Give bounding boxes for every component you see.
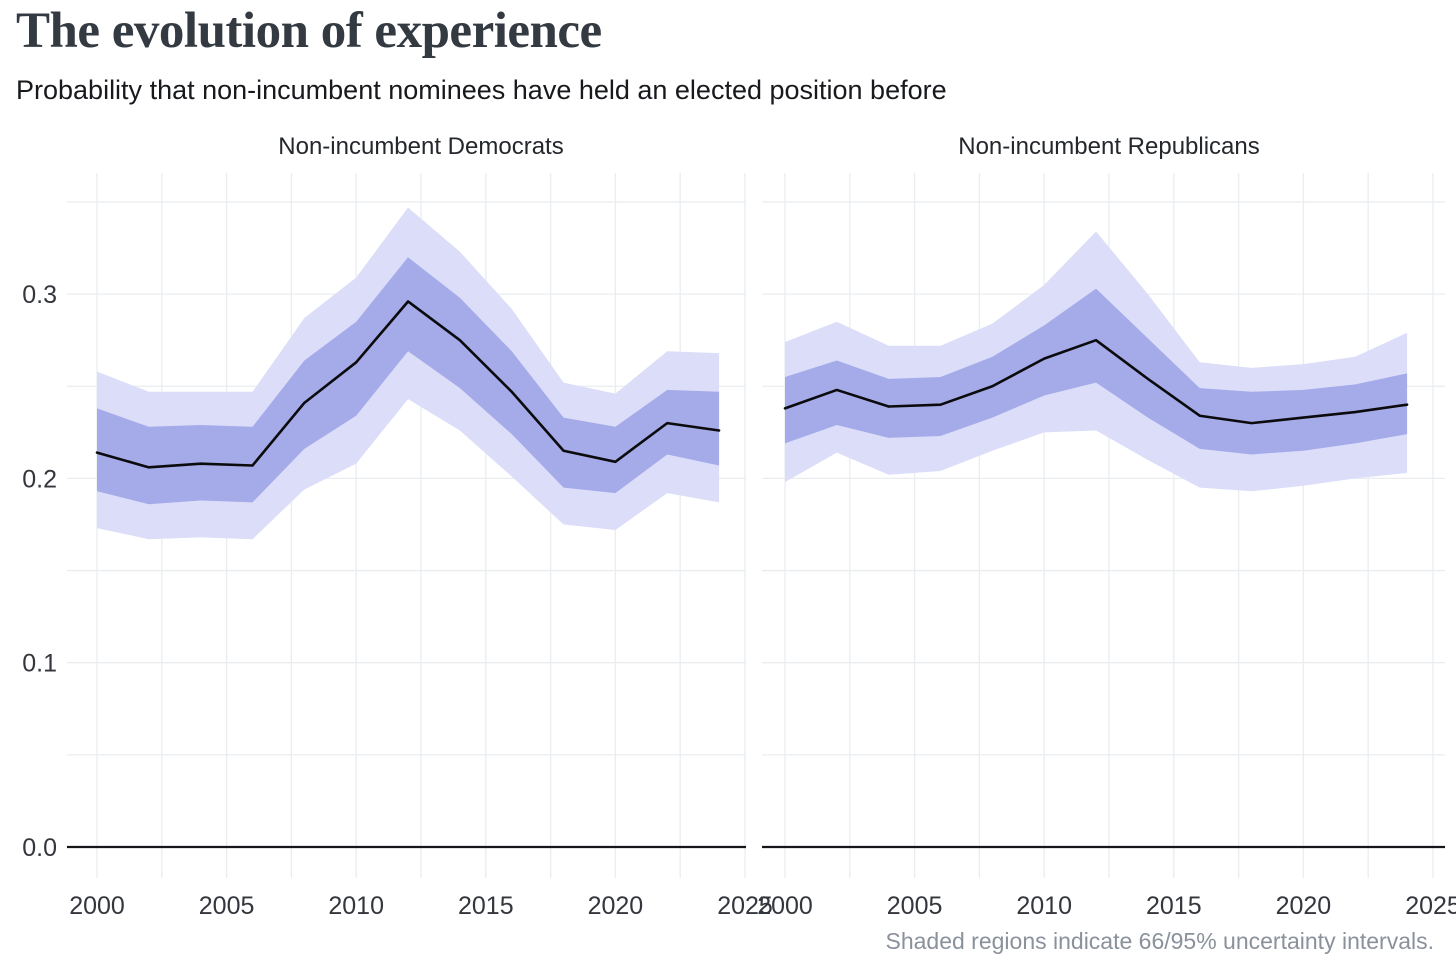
x-tick-label-democrats: 2010 (328, 892, 384, 920)
chart-title: The evolution of experience (16, 3, 602, 59)
x-tick-label-republicans: 2020 (1276, 892, 1332, 920)
x-tick-label-democrats: 2005 (199, 892, 255, 920)
trend-line-republicans (783, 338, 1409, 425)
x-tick-label-democrats: 2015 (458, 892, 514, 920)
x-tick-label-democrats: 2000 (69, 892, 125, 920)
y-tick-label: 0.3 (22, 281, 57, 309)
trend-line-democrats (95, 300, 721, 469)
y-tick-label: 0.0 (22, 834, 57, 862)
x-tick-label-democrats: 2020 (588, 892, 644, 920)
chart-footnote: Shaded regions indicate 66/95% uncertain… (885, 928, 1434, 954)
panel-title-democrats: Non-incumbent Democrats (278, 133, 564, 160)
panel-title-republicans: Non-incumbent Republicans (958, 133, 1260, 160)
x-tick-label-republicans: 2005 (887, 892, 943, 920)
chart-subtitle: Probability that non-incumbent nominees … (16, 75, 947, 105)
x-tick-label-republicans: 2010 (1016, 892, 1072, 920)
band-66-democrats (97, 257, 720, 505)
y-tick-label: 0.2 (22, 465, 57, 493)
x-tick-label-republicans: 2000 (757, 892, 813, 920)
x-tick-label-democrats: 2025 (717, 892, 773, 920)
x-tick-label-republicans: 2025 (1405, 892, 1456, 920)
x-tick-label-republicans: 2015 (1146, 892, 1202, 920)
y-tick-label: 0.1 (22, 650, 57, 678)
band-66-republicans (785, 288, 1408, 455)
